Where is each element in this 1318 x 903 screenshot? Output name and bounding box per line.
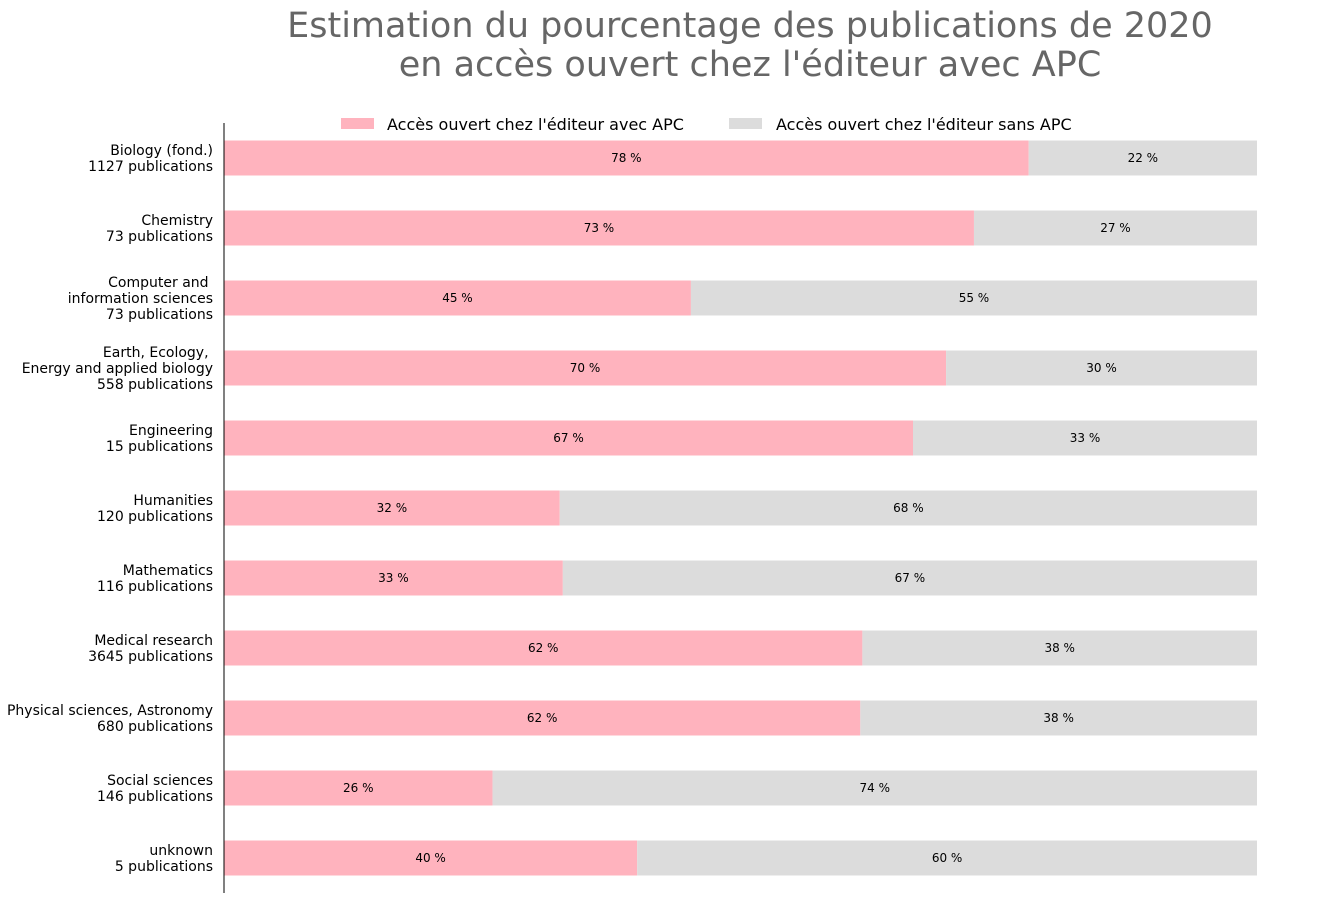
bar-segment-apc xyxy=(224,560,563,596)
bar-segment-sans-apc xyxy=(860,700,1257,736)
bar-segment-apc xyxy=(224,840,638,876)
bar-value-label: 40 % xyxy=(415,851,446,865)
bar-value-label: 33 % xyxy=(1070,431,1101,445)
bar-value-label: 78 % xyxy=(611,151,642,165)
y-tick-label: Social sciences 146 publications xyxy=(97,773,213,805)
bar-value-label: 26 % xyxy=(343,781,374,795)
chart-title-line: en accès ouvert chez l'éditeur avec APC xyxy=(399,45,1102,85)
bar-segment-sans-apc xyxy=(562,560,1257,596)
bar-value-label: 22 % xyxy=(1128,151,1159,165)
y-tick-label: Medical research 3645 publications xyxy=(88,633,213,665)
y-tick-label: unknown 5 publications xyxy=(115,843,213,875)
bar-value-label: 38 % xyxy=(1044,641,1075,655)
bar-segment-apc xyxy=(224,770,493,806)
chart-title-line: Estimation du pourcentage des publicatio… xyxy=(287,6,1213,46)
bar-segment-apc xyxy=(224,700,861,736)
bar-value-label: 60 % xyxy=(932,851,963,865)
chart-title: Estimation du pourcentage des publicatio… xyxy=(287,6,1213,85)
y-tick-label: Earth, Ecology, Energy and applied biolo… xyxy=(22,345,213,393)
bar-value-label: 62 % xyxy=(527,711,558,725)
bar-segment-sans-apc xyxy=(973,210,1257,246)
bar-segment-apc xyxy=(224,210,974,246)
bars: 78 % 22 % 73 % 27 % 45 % 55 % 70 % 30 % 67 % 33 %… xyxy=(224,140,1258,876)
bar-segment-sans-apc xyxy=(862,630,1257,666)
legend-entry: Accès ouvert chez l'éditeur avec APC xyxy=(387,115,684,134)
y-tick-label: Engineering 15 publications xyxy=(106,423,213,455)
bar-segment-sans-apc xyxy=(690,280,1257,316)
bar-segment-apc xyxy=(224,140,1029,176)
bar-value-label: 73 % xyxy=(584,221,615,235)
bar-value-label: 30 % xyxy=(1086,361,1117,375)
y-tick-label: Physical sciences, Astronomy 680 publicat… xyxy=(7,703,213,735)
y-axis-tick-labels: Biology (fond.) 1127 publications Chemistr… xyxy=(7,143,213,875)
bar-segment-apc xyxy=(224,420,914,456)
bar-segment-apc xyxy=(224,350,947,386)
y-tick-label: Chemistry 73 publications xyxy=(106,213,213,245)
bar-value-label: 33 % xyxy=(378,571,409,585)
y-tick-label: Mathematics 116 publications xyxy=(97,563,213,595)
bar-value-label: 70 % xyxy=(570,361,601,375)
legend-swatch xyxy=(729,118,762,129)
bar-value-label: 55 % xyxy=(959,291,990,305)
bar-segment-sans-apc xyxy=(637,840,1257,876)
bar-segment-sans-apc xyxy=(1028,140,1257,176)
bar-value-label: 67 % xyxy=(553,431,584,445)
bar-value-label: 74 % xyxy=(860,781,891,795)
bar-value-label: 68 % xyxy=(893,501,924,515)
bar-segment-sans-apc xyxy=(913,420,1257,456)
legend: Accès ouvert chez l'éditeur avec APC Accè… xyxy=(341,115,1072,134)
bar-value-label: 67 % xyxy=(895,571,926,585)
bar-value-label: 27 % xyxy=(1100,221,1131,235)
bar-segment-apc xyxy=(224,630,863,666)
bar-segment-sans-apc xyxy=(946,350,1257,386)
bar-segment-sans-apc xyxy=(559,490,1257,526)
bar-segment-apc xyxy=(224,490,560,526)
legend-entry: Accès ouvert chez l'éditeur sans APC xyxy=(776,115,1072,134)
bar-value-label: 45 % xyxy=(442,291,473,305)
y-tick-label: Computer and information sciences 73 publ… xyxy=(68,275,213,323)
legend-swatch xyxy=(341,118,374,129)
y-tick-label: Humanities 120 publications xyxy=(97,493,213,525)
bar-segment-sans-apc xyxy=(492,770,1258,806)
bar-value-label: 32 % xyxy=(377,501,408,515)
bar-value-label: 62 % xyxy=(528,641,559,655)
bar-segment-apc xyxy=(224,280,691,316)
bar-value-label: 38 % xyxy=(1043,711,1074,725)
y-tick-label: Biology (fond.) 1127 publications xyxy=(88,143,213,175)
